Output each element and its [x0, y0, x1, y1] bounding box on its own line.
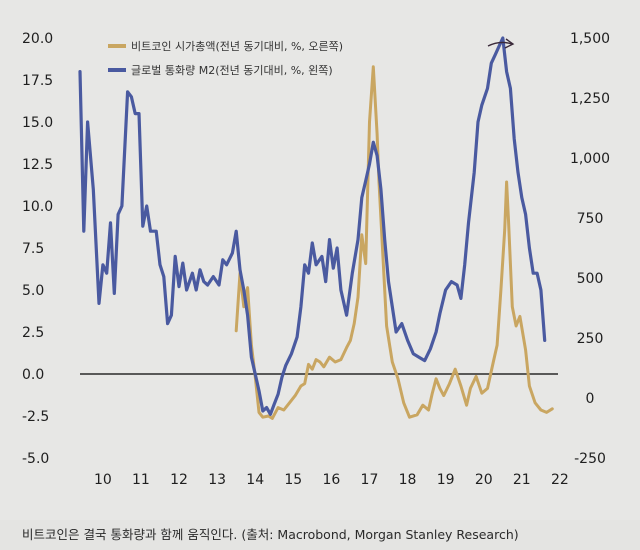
x-axis-tick-label: 10 — [94, 472, 112, 488]
legend-label-bitcoin: 비트코인 시가총액(전년 동기대비, %, 오른쪽) — [131, 40, 343, 53]
x-axis-tick-label: 21 — [513, 472, 531, 488]
series-line-global-m2 — [78, 36, 547, 416]
right-axis-tick-label: 1,250 — [570, 91, 610, 107]
left-axis-tick-label: 5.0 — [22, 283, 44, 299]
legend: 비트코인 시가총액(전년 동기대비, %, 오른쪽) 글로벌 통화량 M2(전년… — [108, 40, 343, 77]
figure-caption: 비트코인은 결국 통화량과 함께 움직인다. (출처: Macrobond, M… — [22, 527, 519, 542]
dual-axis-line-chart: 20.0 17.5 15.0 12.5 10.0 7.5 5.0 2.5 0.0 -2.5 -5.0… — [22, 31, 610, 488]
right-axis-tick-label: 250 — [577, 331, 604, 347]
x-axis-tick-label: 22 — [551, 472, 569, 488]
left-axis-tick-label: -2.5 — [22, 409, 49, 425]
x-axis-tick-label: 18 — [399, 472, 417, 488]
peak-arrow-icon — [487, 41, 513, 47]
x-axis-tick-label: 12 — [170, 472, 188, 488]
left-axis-tick-label: 12.5 — [22, 157, 53, 173]
x-axis-tick-label: 13 — [208, 472, 226, 488]
right-axis-tick-label: 500 — [577, 271, 604, 287]
x-axis-tick-label: 14 — [246, 472, 264, 488]
right-axis-tick-label: 750 — [577, 211, 604, 227]
left-axis-tick-label: 17.5 — [22, 73, 53, 89]
left-axis-tick-label: 7.5 — [22, 241, 44, 257]
right-axis-tick-label: 0 — [586, 391, 595, 407]
x-axis-tick-label: 19 — [437, 472, 455, 488]
legend-label-m2: 글로벌 통화량 M2(전년 동기대비, %, 왼쪽) — [131, 63, 333, 77]
chart-container: 20.0 17.5 15.0 12.5 10.0 7.5 5.0 2.5 0.0 -2.5 -5.0… — [22, 31, 611, 488]
left-axis-tick-label: 0.0 — [22, 367, 44, 383]
peak-arrow-head — [504, 38, 515, 49]
x-axis-tick-label: 11 — [132, 472, 150, 488]
left-axis-tick-label: 2.5 — [22, 325, 44, 341]
right-axis-tick-label: -250 — [574, 451, 606, 467]
series-line-bitcoin-market-cap — [234, 65, 554, 420]
x-axis-tick-label: 20 — [475, 472, 493, 488]
left-axis-tick-label: 20.0 — [22, 31, 53, 47]
x-axis-tick-label: 15 — [284, 472, 302, 488]
left-axis-tick-label: 10.0 — [22, 199, 53, 215]
x-axis-tick-label: 17 — [361, 472, 379, 488]
left-axis-tick-label: 15.0 — [22, 115, 53, 131]
x-axis-tick-label: 16 — [322, 472, 340, 488]
right-axis-tick-label: 1,000 — [570, 151, 610, 167]
right-axis-tick-label: 1,500 — [570, 31, 610, 47]
left-axis-tick-label: -5.0 — [22, 451, 49, 467]
